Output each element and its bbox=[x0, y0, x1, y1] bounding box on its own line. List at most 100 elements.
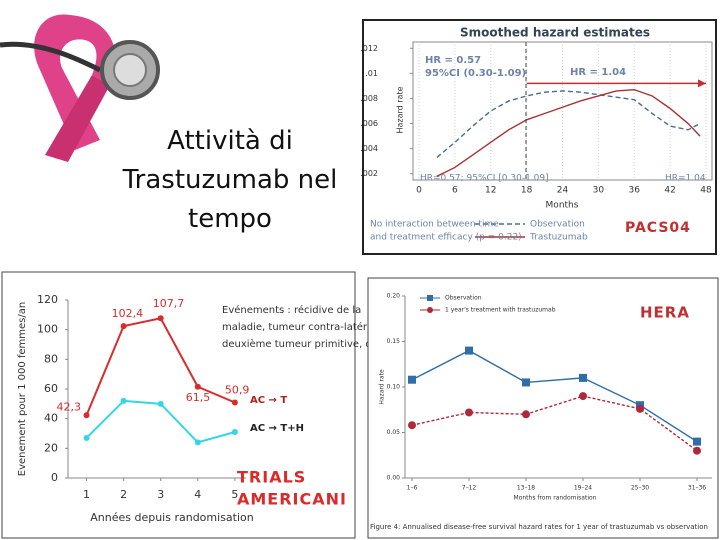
legend-label: Observation bbox=[445, 295, 482, 302]
legend-label: AC → T bbox=[250, 395, 287, 406]
chart: Evenement pour 1 000 femmes/an Années dep… bbox=[1, 271, 395, 539]
y-axis-label: Hazard rate bbox=[396, 86, 405, 133]
x-axis-label: Months bbox=[546, 201, 579, 211]
value-label: 42,3 bbox=[57, 400, 82, 413]
annotation: HR=1.04 bbox=[665, 174, 706, 184]
x-tick-label: 4 bbox=[194, 488, 201, 501]
point bbox=[408, 421, 416, 430]
annotation: HR = 0.57 bbox=[425, 55, 481, 66]
chart: Smoothed hazard estimates Hazard rate Mont… bbox=[360, 19, 717, 255]
legend-label: AC → T+H bbox=[250, 423, 304, 434]
point bbox=[83, 434, 90, 441]
annotation: and treatment efficacy (p = 0.22) bbox=[370, 233, 522, 243]
x-tick-label: 2 bbox=[120, 488, 127, 501]
x-tick-label: 30 bbox=[593, 186, 605, 196]
y-tick-label: .002 bbox=[360, 169, 378, 178]
series-line bbox=[436, 88, 701, 177]
y-tick-label: .004 bbox=[360, 144, 378, 153]
chart-frame bbox=[1, 271, 356, 539]
x-tick-label: 0 bbox=[416, 186, 422, 196]
y-tick-label: 100 bbox=[37, 323, 58, 336]
annotation: Evénements : récidive de la bbox=[222, 304, 361, 316]
point bbox=[522, 410, 530, 419]
x-tick-label: 12 bbox=[485, 186, 496, 196]
y-axis-label: Hazard rate bbox=[379, 369, 386, 405]
annotation: No interaction between time bbox=[370, 220, 499, 230]
x-tick-label: 1 bbox=[83, 488, 90, 501]
y-tick-label: .012 bbox=[360, 44, 378, 53]
point bbox=[579, 373, 587, 382]
x-axis-label: Années depuis randomisation bbox=[90, 511, 254, 524]
y-tick-label: 60 bbox=[44, 382, 58, 395]
point bbox=[120, 397, 127, 404]
y-axis-label: Evenement pour 1 000 femmes/an bbox=[17, 302, 28, 476]
annotation: 95%CI (0.30-1.09) bbox=[425, 68, 526, 79]
point bbox=[231, 429, 238, 436]
x-tick-label: 31–36 bbox=[688, 485, 706, 492]
point bbox=[231, 399, 238, 406]
y-tick-label: 0.15 bbox=[387, 338, 401, 345]
legend-marker bbox=[427, 307, 433, 313]
arrow-head bbox=[698, 79, 707, 88]
y-tick-label: .006 bbox=[360, 119, 378, 128]
y-tick-label: 20 bbox=[44, 441, 58, 454]
x-tick-label: 7–12 bbox=[462, 485, 477, 492]
y-tick-label: 0.05 bbox=[387, 429, 401, 436]
point bbox=[636, 404, 644, 413]
ribbon-image bbox=[0, 14, 160, 162]
value-label: 50,9 bbox=[225, 383, 250, 396]
y-tick-label: 120 bbox=[37, 293, 58, 306]
trial-label: TRIALS bbox=[237, 468, 306, 487]
trial-label: AMERICANI bbox=[237, 490, 347, 509]
annotation: HR=0.57; 95%CI [0.30-1.09] bbox=[420, 174, 549, 184]
trial-label: PACS04 bbox=[625, 220, 691, 236]
point bbox=[465, 408, 473, 417]
annotation: Figure 4: Annualised disease-free surviv… bbox=[370, 523, 708, 531]
slide-title: Attività di Trastuzumab nel tempo bbox=[122, 126, 338, 234]
y-tick-label: .01 bbox=[365, 69, 378, 78]
x-axis-label: Months from randomisation bbox=[514, 495, 597, 502]
y-tick-label: 80 bbox=[44, 352, 58, 365]
series-line bbox=[436, 90, 701, 158]
x-tick-label: 6 bbox=[452, 186, 458, 196]
point bbox=[693, 446, 701, 455]
point bbox=[522, 378, 530, 387]
x-tick-label: 25–30 bbox=[631, 485, 649, 492]
x-tick-label: 42 bbox=[664, 186, 675, 196]
value-label: 102,4 bbox=[112, 307, 144, 320]
x-tick-label: 3 bbox=[157, 488, 164, 501]
annotation: deuxième tumeur primitive, décès bbox=[222, 338, 395, 350]
chart: Hazard rate Months from randomisation 0.00… bbox=[367, 277, 719, 539]
point bbox=[465, 346, 473, 355]
point bbox=[157, 315, 164, 322]
value-label: 61,5 bbox=[186, 391, 211, 404]
chart-frame bbox=[367, 277, 719, 539]
y-tick-label: 40 bbox=[44, 412, 58, 425]
trial-label: HERA bbox=[640, 304, 690, 322]
x-tick-label: 1–6 bbox=[407, 485, 418, 492]
y-tick-label: 0.00 bbox=[387, 475, 401, 482]
point bbox=[157, 400, 164, 407]
legend-label: 1 year's treatment with trastuzumab bbox=[445, 307, 556, 314]
point bbox=[579, 392, 587, 401]
point bbox=[194, 439, 201, 446]
legend-label: Trastuzumab bbox=[529, 233, 588, 243]
x-tick-label: 48 bbox=[700, 186, 712, 196]
y-tick-label: 0.20 bbox=[387, 293, 401, 300]
value-label: 107,7 bbox=[153, 297, 185, 310]
x-tick-label: 5 bbox=[231, 488, 238, 501]
x-tick-label: 13–18 bbox=[517, 485, 535, 492]
point bbox=[194, 383, 201, 390]
point bbox=[83, 412, 90, 419]
annotation: maladie, tumeur contra-latérale, bbox=[222, 321, 385, 333]
point bbox=[120, 323, 127, 330]
x-tick-label: 18 bbox=[521, 186, 533, 196]
y-tick-label: 0 bbox=[51, 471, 58, 484]
series-line bbox=[411, 395, 698, 452]
y-tick-label: 0.10 bbox=[387, 384, 401, 391]
point bbox=[693, 437, 701, 446]
x-tick-label: 36 bbox=[629, 186, 641, 196]
legend-label: Observation bbox=[530, 220, 585, 230]
